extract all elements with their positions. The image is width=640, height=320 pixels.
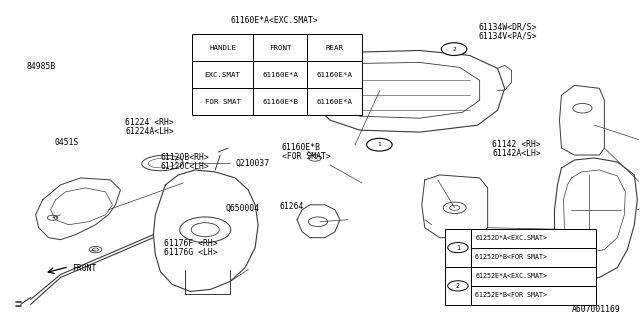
Text: 61264: 61264 — [280, 202, 304, 211]
Text: HANDLE: HANDLE — [209, 45, 236, 51]
Text: 61160E*A: 61160E*A — [316, 99, 353, 105]
Text: FRONT: FRONT — [269, 45, 291, 51]
Text: 1: 1 — [378, 142, 381, 147]
Text: FOR SMAT: FOR SMAT — [205, 99, 241, 105]
Text: Q210037: Q210037 — [236, 159, 270, 168]
Text: 61252E*A<EXC.SMAT>: 61252E*A<EXC.SMAT> — [475, 273, 547, 279]
Circle shape — [448, 243, 468, 253]
Bar — [445, 267, 471, 305]
Text: 61224 <RH>: 61224 <RH> — [125, 118, 174, 127]
Circle shape — [448, 281, 468, 291]
Text: 61176G <LH>: 61176G <LH> — [164, 248, 217, 257]
Text: 61252D*A<EXC.SMAT>: 61252D*A<EXC.SMAT> — [475, 235, 547, 241]
Text: 61252D*B<FOR SMAT>: 61252D*B<FOR SMAT> — [475, 254, 547, 260]
Circle shape — [367, 138, 392, 151]
Text: <FOR SMAT>: <FOR SMAT> — [282, 152, 330, 161]
Text: 61176F <RH>: 61176F <RH> — [164, 239, 217, 248]
Bar — [471, 267, 596, 286]
Bar — [253, 88, 307, 116]
Circle shape — [442, 43, 467, 55]
Bar — [445, 228, 471, 267]
Text: 61160E*B: 61160E*B — [262, 99, 298, 105]
Text: 61252E*B<FOR SMAT>: 61252E*B<FOR SMAT> — [475, 292, 547, 299]
Bar — [192, 34, 253, 61]
Text: 84985B: 84985B — [26, 61, 56, 70]
Text: Q650004: Q650004 — [225, 204, 260, 213]
Bar — [192, 61, 253, 88]
Bar — [471, 248, 596, 267]
Text: 61142A<LH>: 61142A<LH> — [492, 149, 541, 158]
Text: REAR: REAR — [325, 45, 344, 51]
Text: 61160E*A<EXC.SMAT>: 61160E*A<EXC.SMAT> — [230, 16, 318, 25]
Bar — [307, 88, 362, 116]
Text: EXC.SMAT: EXC.SMAT — [205, 72, 241, 78]
Text: 0451S: 0451S — [55, 138, 79, 147]
Text: 61120C<LH>: 61120C<LH> — [161, 162, 209, 171]
Bar — [471, 228, 596, 248]
Text: A607001169: A607001169 — [572, 305, 620, 314]
Text: 2: 2 — [452, 47, 456, 52]
Bar — [253, 34, 307, 61]
Text: 61160E*A: 61160E*A — [262, 72, 298, 78]
Text: 2: 2 — [456, 283, 460, 289]
Text: FRONT: FRONT — [72, 264, 97, 274]
Bar — [471, 286, 596, 305]
Bar — [192, 88, 253, 116]
Text: 61160E*B: 61160E*B — [282, 143, 321, 152]
Text: 61142 <RH>: 61142 <RH> — [492, 140, 541, 149]
Text: 61134V<PA/S>: 61134V<PA/S> — [478, 31, 537, 40]
Bar — [253, 61, 307, 88]
Text: 1: 1 — [456, 244, 460, 251]
Bar — [307, 61, 362, 88]
Bar — [307, 34, 362, 61]
Text: 61134W<DR/S>: 61134W<DR/S> — [478, 22, 537, 31]
Text: 61224A<LH>: 61224A<LH> — [125, 127, 174, 136]
Text: 61120B<RH>: 61120B<RH> — [161, 153, 209, 162]
Text: 61160E*A: 61160E*A — [316, 72, 353, 78]
